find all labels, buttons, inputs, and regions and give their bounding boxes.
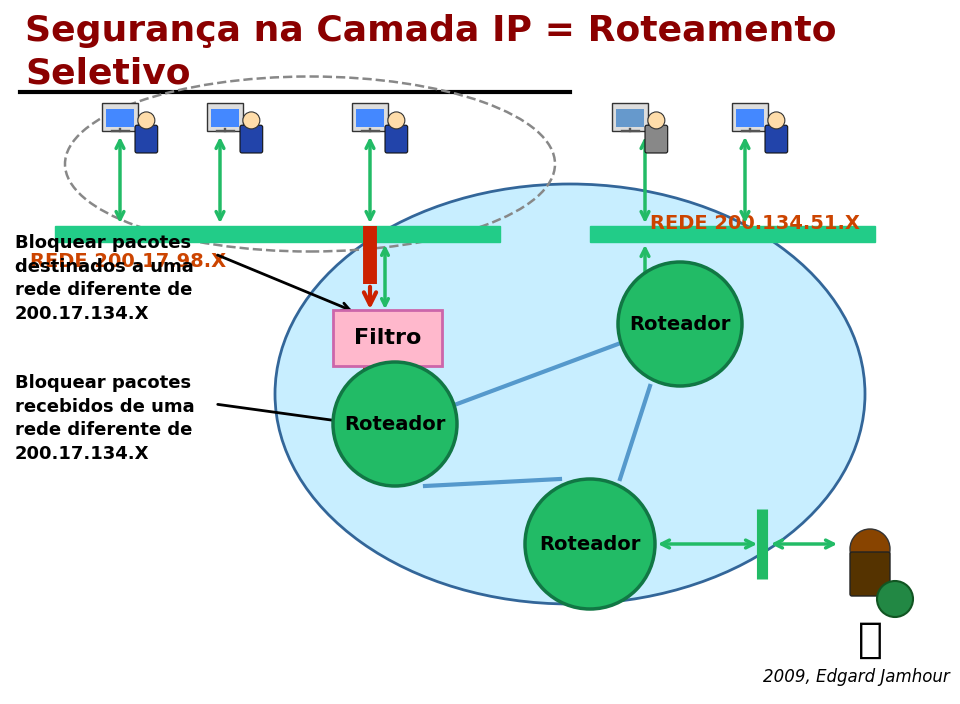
FancyBboxPatch shape — [732, 103, 768, 131]
FancyBboxPatch shape — [356, 108, 384, 127]
Text: REDE 200.134.51.X: REDE 200.134.51.X — [650, 214, 860, 233]
Text: 🦹: 🦹 — [857, 619, 882, 661]
Text: REDE 200.17.98.X: REDE 200.17.98.X — [30, 252, 227, 271]
FancyBboxPatch shape — [616, 108, 643, 127]
Circle shape — [877, 581, 913, 617]
Circle shape — [243, 112, 260, 129]
FancyBboxPatch shape — [850, 552, 890, 596]
FancyBboxPatch shape — [645, 125, 668, 153]
Text: 2009, Edgard Jamhour: 2009, Edgard Jamhour — [763, 668, 950, 686]
Circle shape — [618, 262, 742, 386]
Circle shape — [138, 112, 155, 129]
FancyBboxPatch shape — [240, 125, 263, 153]
FancyBboxPatch shape — [736, 108, 763, 127]
FancyBboxPatch shape — [352, 103, 388, 131]
Ellipse shape — [275, 184, 865, 604]
Text: Seletivo: Seletivo — [25, 56, 190, 90]
Text: Filtro: Filtro — [354, 328, 421, 348]
FancyBboxPatch shape — [385, 125, 408, 153]
FancyBboxPatch shape — [135, 125, 157, 153]
Circle shape — [525, 479, 655, 609]
Text: Roteador: Roteador — [345, 415, 445, 434]
Circle shape — [850, 529, 890, 569]
FancyBboxPatch shape — [107, 108, 133, 127]
FancyBboxPatch shape — [102, 103, 138, 131]
FancyBboxPatch shape — [333, 310, 442, 366]
Text: Roteador: Roteador — [540, 534, 640, 553]
Text: Bloquear pacotes
destinados a uma
rede diferente de
200.17.134.X: Bloquear pacotes destinados a uma rede d… — [15, 234, 194, 323]
FancyBboxPatch shape — [207, 103, 243, 131]
Circle shape — [388, 112, 405, 129]
Circle shape — [648, 112, 665, 129]
FancyBboxPatch shape — [590, 226, 875, 242]
FancyBboxPatch shape — [211, 108, 239, 127]
FancyBboxPatch shape — [765, 125, 788, 153]
Text: Bloquear pacotes
recebidos de uma
rede diferente de
200.17.134.X: Bloquear pacotes recebidos de uma rede d… — [15, 374, 195, 463]
FancyBboxPatch shape — [55, 226, 500, 242]
Text: Segurança na Camada IP = Roteamento: Segurança na Camada IP = Roteamento — [25, 14, 836, 48]
Circle shape — [768, 112, 785, 129]
Circle shape — [333, 362, 457, 486]
FancyBboxPatch shape — [612, 103, 648, 131]
Text: Roteador: Roteador — [630, 315, 731, 334]
